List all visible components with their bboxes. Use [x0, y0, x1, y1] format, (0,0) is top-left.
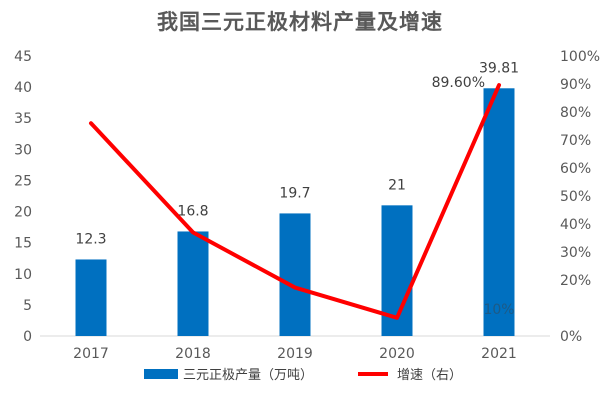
- left-tick-label: 10: [14, 267, 32, 283]
- growth-label-faint: 10%: [483, 302, 514, 318]
- bar: [279, 213, 311, 336]
- left-tick-label: 20: [14, 205, 32, 221]
- right-axis: 0% 20% 30% 40% 50% 60% 70% 80% 90% 100%: [560, 49, 600, 345]
- legend-line-label: 增速（右）: [397, 368, 462, 383]
- bar: [483, 88, 515, 336]
- left-tick-label: 0: [23, 329, 32, 345]
- bar: [177, 231, 209, 336]
- left-tick-label: 35: [14, 111, 32, 127]
- line-series: [89, 83, 501, 320]
- bar-data-label: 12.3: [75, 231, 106, 247]
- left-tick-label: 15: [14, 236, 32, 252]
- left-tick-label: 30: [14, 142, 32, 158]
- x-tick-label: 2017: [73, 346, 109, 362]
- right-tick-label: 20%: [560, 273, 591, 289]
- x-axis: 2017 2018 2019 2020 2021: [40, 335, 550, 362]
- left-tick-label: 45: [14, 49, 32, 65]
- right-tick-label: 30%: [560, 245, 591, 261]
- right-tick-label: 80%: [560, 105, 591, 121]
- bar-series: [75, 88, 515, 336]
- bar-data-label: 19.7: [279, 185, 310, 201]
- left-tick-label: 5: [23, 298, 32, 314]
- legend-bar-label: 三元正极产量（万吨）: [183, 368, 313, 383]
- right-tick-label: 100%: [560, 49, 600, 65]
- right-tick-label: 70%: [560, 133, 591, 149]
- growth-label-2021: 89.60%: [432, 75, 485, 91]
- left-tick-label: 40: [14, 80, 32, 96]
- left-axis: 0 5 10 15 20 25 30 35 40 45: [14, 49, 32, 345]
- bar-data-label: 21: [388, 177, 406, 193]
- x-tick-label: 2019: [277, 346, 313, 362]
- x-tick-label: 2021: [481, 346, 517, 362]
- chart-title: 我国三元正极材料产量及增速: [157, 10, 443, 34]
- x-tick-label: 2018: [175, 346, 211, 362]
- legend-bar-swatch: [144, 369, 178, 379]
- right-tick-label: 50%: [560, 189, 591, 205]
- right-tick-label: 60%: [560, 161, 591, 177]
- bar-data-label: 39.81: [479, 60, 519, 76]
- growth-line: [89, 83, 501, 320]
- legend: 三元正极产量（万吨） 增速（右）: [144, 368, 462, 383]
- right-tick-label: 40%: [560, 217, 591, 233]
- bar-data-label: 16.8: [177, 203, 208, 219]
- right-tick-label: 0%: [560, 329, 582, 345]
- bar: [75, 259, 107, 336]
- right-tick-label: 90%: [560, 77, 591, 93]
- left-tick-label: 25: [14, 173, 32, 189]
- x-tick-label: 2020: [379, 346, 415, 362]
